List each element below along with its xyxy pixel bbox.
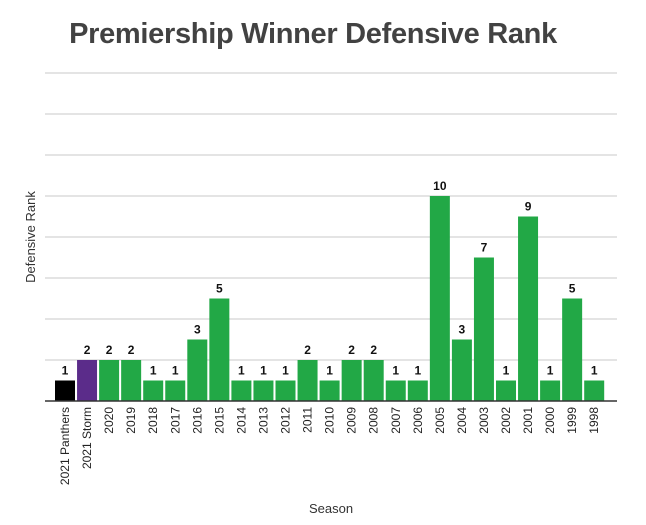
- bar: [231, 380, 252, 401]
- bar: [77, 360, 98, 401]
- x-tick-label: 2005: [433, 407, 447, 434]
- x-tick-label: 2012: [279, 407, 293, 434]
- data-label: 2: [370, 343, 377, 357]
- bars: [55, 196, 605, 401]
- data-label: 1: [172, 364, 179, 378]
- data-label: 3: [194, 323, 201, 337]
- bar: [297, 360, 318, 401]
- x-tick-label: 2011: [301, 407, 315, 433]
- x-tick-label: 2002: [499, 407, 513, 434]
- x-tick-label: 2001: [521, 407, 535, 434]
- bar: [363, 360, 384, 401]
- bar: [407, 380, 428, 401]
- x-tick-label: 2019: [124, 407, 138, 434]
- data-label: 1: [282, 364, 289, 378]
- chart-title: Premiership Winner Defensive Rank: [69, 18, 557, 50]
- x-tick-label: 1999: [565, 407, 579, 434]
- y-axis-title: Defensive Rank: [23, 191, 38, 283]
- data-label: 1: [547, 364, 554, 378]
- x-tick-label: 2014: [234, 407, 248, 434]
- x-tick-label: 2000: [543, 407, 557, 434]
- data-label: 1: [238, 364, 245, 378]
- x-axis-title: Season: [309, 501, 353, 516]
- bar: [429, 196, 450, 401]
- x-tick-label: 2007: [389, 407, 403, 434]
- data-label: 7: [481, 241, 488, 255]
- data-label: 1: [392, 364, 399, 378]
- data-label: 1: [414, 364, 421, 378]
- data-label: 10: [433, 179, 447, 193]
- bar: [518, 216, 539, 401]
- bar: [540, 380, 561, 401]
- bar: [121, 360, 142, 401]
- data-label: 1: [503, 364, 510, 378]
- bar: [496, 380, 516, 401]
- data-label: 2: [84, 343, 91, 357]
- data-label: 2: [304, 343, 311, 357]
- x-tick-label: 2003: [477, 407, 491, 434]
- bar: [275, 380, 296, 401]
- x-tick-label: 2009: [345, 407, 359, 434]
- x-tick-labels: 2021 Panthers 2021 Storm 2020 2019 2018 2017 2…: [58, 407, 601, 485]
- x-tick-label: 2021 Panthers: [58, 407, 72, 485]
- x-tick-label: 1998: [587, 407, 601, 434]
- bar: [55, 380, 75, 401]
- bar: [143, 380, 164, 401]
- bar: [319, 380, 340, 401]
- data-label: 9: [525, 200, 532, 214]
- bar: [473, 257, 494, 401]
- bar: [99, 360, 120, 401]
- bar: [341, 360, 362, 401]
- data-label: 2: [348, 343, 355, 357]
- x-tick-label: 2008: [367, 407, 381, 434]
- bar: [165, 380, 186, 401]
- x-tick-label: 2013: [256, 407, 270, 434]
- bar: [253, 380, 274, 401]
- data-labels: 1 2 2 2 1 1 3 5 1 1 1 2 1 2 2 1 1 10 3 7 1 9 1 5 1: [62, 179, 598, 378]
- data-label: 5: [569, 282, 576, 296]
- x-tick-label: 2004: [455, 407, 469, 434]
- x-tick-label: 2017: [168, 407, 182, 434]
- data-label: 1: [591, 364, 598, 378]
- data-label: 1: [260, 364, 267, 378]
- bar: [584, 380, 605, 401]
- bar: [451, 339, 472, 401]
- bar: [562, 298, 583, 401]
- x-tick-label: 2006: [411, 407, 425, 434]
- x-tick-label: 2016: [190, 407, 204, 434]
- bar: [385, 380, 406, 401]
- data-label: 1: [62, 364, 69, 378]
- x-tick-label: 2010: [323, 407, 337, 434]
- x-tick-label: 2021 Storm: [80, 407, 94, 469]
- data-label: 2: [106, 343, 113, 357]
- x-tick-label: 2015: [212, 407, 226, 434]
- data-label: 2: [128, 343, 135, 357]
- data-label: 1: [150, 364, 157, 378]
- bar: [187, 339, 208, 401]
- data-label: 1: [326, 364, 333, 378]
- data-label: 5: [216, 282, 223, 296]
- x-tick-label: 2020: [102, 407, 116, 434]
- bar: [209, 298, 230, 401]
- x-tick-label: 2018: [146, 407, 160, 434]
- data-label: 3: [459, 323, 466, 337]
